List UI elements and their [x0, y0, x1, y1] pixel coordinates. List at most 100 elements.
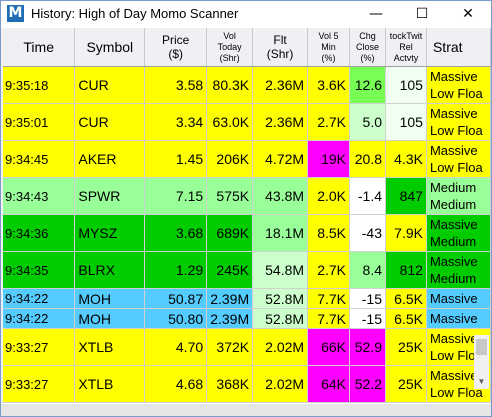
stocktwits-cell: 7.9K [385, 214, 427, 252]
vol5-cell: 2.7K [307, 251, 351, 289]
table-row[interactable]: 9:33:27 XTLB 4.68 368K 2.02M 64K 52.2 25… [3, 365, 491, 403]
price-cell: 4.68 [144, 365, 208, 403]
app-logo-icon: M [7, 5, 24, 22]
col-header-time[interactable]: Time [3, 28, 76, 67]
col-header-strategy[interactable]: Strat [426, 28, 491, 67]
col-header-vol-today[interactable]: Vol Today (Shr) [206, 28, 254, 67]
symbol-cell: MYSZ [74, 214, 146, 252]
results-grid[interactable]: Time Symbol Price ($) Vol Today (Shr) Flt (S… [3, 28, 491, 416]
table-row[interactable]: 9:35:18 CUR 3.58 80.3K 2.36M 3.6K 12.6 1… [3, 66, 491, 104]
horizontal-scrollbar[interactable] [1, 404, 491, 416]
scroll-down-arrow-icon[interactable]: ▼ [477, 377, 486, 386]
vol-cell: 368K [206, 365, 254, 403]
stocktwits-cell: 25K [385, 328, 427, 366]
stocktwits-cell: 847 [385, 177, 427, 215]
chg-cell: -15 [349, 308, 386, 329]
minimize-button[interactable]: — [369, 6, 383, 22]
chg-cell: 20.8 [349, 140, 386, 178]
table-row[interactable]: 9:34:22 MOH 50.80 2.39M 52.8M 7.7K -15 6… [3, 308, 491, 329]
float-cell: 2.36M [252, 103, 309, 141]
chg-cell: -43 [349, 214, 386, 252]
strategy-cell: Massive Low Floa [426, 140, 491, 178]
float-cell: 43.8M [252, 177, 309, 215]
symbol-cell: XTLB [74, 328, 146, 366]
symbol-cell: BLRX [74, 251, 146, 289]
col-header-vol-5-min[interactable]: Vol 5 Min (%) [307, 28, 351, 67]
vol-cell: 372K [206, 328, 254, 366]
vol5-cell: 2.0K [307, 177, 351, 215]
table-row[interactable]: 9:34:22 MOH 50.87 2.39M 52.8M 7.7K -15 6… [3, 288, 491, 309]
chg-cell: -15 [349, 288, 386, 309]
strategy-cell: Massive [426, 288, 491, 309]
vol5-cell: 7.7K [307, 308, 351, 329]
vol5-cell: 64K [307, 365, 351, 403]
symbol-cell: MOH [74, 308, 146, 329]
stocktwits-cell: 6.5K [385, 308, 427, 329]
table-row[interactable]: 9:35:01 CUR 3.34 63.0K 2.36M 2.7K 5.0 10… [3, 103, 491, 141]
table-row[interactable]: 9:34:45 AKER 1.45 206K 4.72M 19K 20.8 4.… [3, 140, 491, 178]
vol-cell: 2.39M [206, 288, 254, 309]
col-header-symbol[interactable]: Symbol [74, 28, 146, 67]
price-cell: 1.45 [144, 140, 208, 178]
chg-cell: 52.9 [349, 328, 386, 366]
vol-cell: 575K [206, 177, 254, 215]
strategy-cell: Massive Low Floa [426, 66, 491, 104]
table-row[interactable]: 9:34:36 MYSZ 3.68 689K 18.1M 8.5K -43 7.… [3, 214, 491, 252]
col-header-stocktwits[interactable]: tockTwit Rel Actvty [385, 28, 427, 67]
price-cell: 3.34 [144, 103, 208, 141]
time-cell: 9:34:22 [3, 288, 76, 309]
title-bar[interactable]: M History: High of Day Momo Scanner — ☐ … [1, 1, 491, 28]
float-cell: 52.8M [252, 288, 309, 309]
chg-cell: 8.4 [349, 251, 386, 289]
symbol-cell: CUR [74, 66, 146, 104]
strategy-cell: Massive Medium [426, 251, 491, 289]
vol-cell: 206K [206, 140, 254, 178]
vol-cell: 2.39M [206, 308, 254, 329]
col-header-price[interactable]: Price ($) [144, 28, 208, 67]
vertical-scrollbar[interactable]: ▼ [474, 335, 489, 389]
vol-cell: 80.3K [206, 66, 254, 104]
time-cell: 9:34:45 [3, 140, 76, 178]
vol-cell: 689K [206, 214, 254, 252]
table-row[interactable]: 9:34:43 SPWR 7.15 575K 43.8M 2.0K -1.4 8… [3, 177, 491, 215]
chg-cell: 12.6 [349, 66, 386, 104]
price-cell: 50.80 [144, 308, 208, 329]
chg-cell: 5.0 [349, 103, 386, 141]
stocktwits-cell: 6.5K [385, 288, 427, 309]
time-cell: 9:33:27 [3, 328, 76, 366]
price-cell: 1.29 [144, 251, 208, 289]
vol5-cell: 66K [307, 328, 351, 366]
maximize-button[interactable]: ☐ [415, 6, 429, 22]
vol5-cell: 2.7K [307, 103, 351, 141]
table-row[interactable]: 9:33:27 XTLB 4.70 372K 2.02M 66K 52.9 25… [3, 328, 491, 366]
chg-cell: -1.4 [349, 177, 386, 215]
float-cell: 54.8M [252, 251, 309, 289]
float-cell: 18.1M [252, 214, 309, 252]
vol-cell: 245K [206, 251, 254, 289]
stocktwits-cell: 105 [385, 103, 427, 141]
close-button[interactable]: ✕ [462, 6, 474, 22]
results-table: Time Symbol Price ($) Vol Today (Shr) Flt (S… [3, 28, 491, 403]
time-cell: 9:34:43 [3, 177, 76, 215]
stocktwits-cell: 4.3K [385, 140, 427, 178]
time-cell: 9:35:18 [3, 66, 76, 104]
price-cell: 3.58 [144, 66, 208, 104]
col-header-chg-close[interactable]: Chg Close (%) [349, 28, 386, 67]
price-cell: 4.70 [144, 328, 208, 366]
scrollbar-thumb[interactable] [476, 339, 487, 355]
float-cell: 4.72M [252, 140, 309, 178]
vol5-cell: 3.6K [307, 66, 351, 104]
stocktwits-cell: 25K [385, 365, 427, 403]
col-header-float[interactable]: Flt (Shr) [252, 28, 309, 67]
vol-cell: 63.0K [206, 103, 254, 141]
float-cell: 2.02M [252, 328, 309, 366]
float-cell: 2.36M [252, 66, 309, 104]
symbol-cell: AKER [74, 140, 146, 178]
symbol-cell: CUR [74, 103, 146, 141]
symbol-cell: XTLB [74, 365, 146, 403]
chg-cell: 52.2 [349, 365, 386, 403]
time-cell: 9:33:27 [3, 365, 76, 403]
time-cell: 9:35:01 [3, 103, 76, 141]
table-row[interactable]: 9:34:35 BLRX 1.29 245K 54.8M 2.7K 8.4 81… [3, 251, 491, 289]
